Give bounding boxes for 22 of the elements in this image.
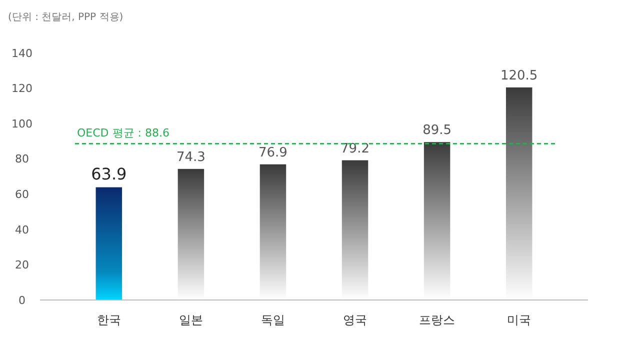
- x-tick-label: 독일: [260, 313, 285, 327]
- y-tick-label: 140: [12, 46, 32, 60]
- y-tick-label: 40: [15, 223, 29, 236]
- ref-line-label: OECD 평균 : 88.6: [77, 126, 170, 140]
- data-label: 74.3: [176, 150, 206, 165]
- x-tick-label: 미국: [507, 313, 532, 327]
- y-tick-label: 0: [18, 294, 26, 307]
- data-label: 63.9: [91, 164, 127, 184]
- y-tick-label: 80: [15, 152, 29, 166]
- x-tick-label: 영국: [343, 313, 368, 327]
- y-tick-label: 100: [12, 117, 32, 130]
- data-label: 89.5: [422, 123, 452, 138]
- x-tick-label: 한국: [96, 313, 121, 327]
- chart-subtitle: (단위 : 천달러, PPP 적용): [8, 12, 124, 23]
- x-tick-label: 프랑스: [419, 313, 456, 327]
- x-tick-label: 일본: [178, 313, 203, 327]
- y-tick-label: 60: [15, 188, 29, 201]
- data-label: 120.5: [500, 68, 538, 84]
- data-label: 76.9: [258, 145, 288, 160]
- y-tick-label: 120: [12, 82, 32, 96]
- y-tick-label: 20: [15, 258, 29, 272]
- bar: [96, 187, 122, 300]
